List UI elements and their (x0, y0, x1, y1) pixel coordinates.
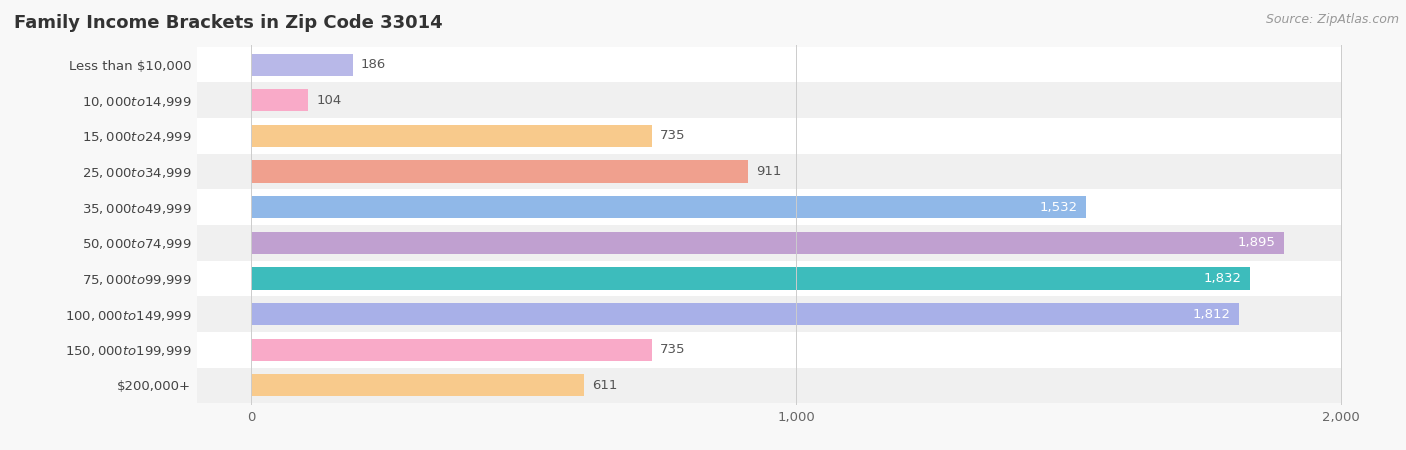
Bar (252, 303, 1239, 325)
Bar (197, 368, 1341, 403)
Text: 186: 186 (361, 58, 387, 71)
Text: 1,895: 1,895 (1239, 236, 1275, 249)
Bar (252, 89, 308, 111)
Text: 735: 735 (659, 343, 686, 356)
Bar (197, 47, 1341, 82)
Bar (197, 296, 1341, 332)
Text: 735: 735 (659, 130, 686, 142)
Text: 1,532: 1,532 (1040, 201, 1078, 214)
Bar (252, 374, 585, 396)
Text: 911: 911 (756, 165, 782, 178)
Bar (197, 189, 1341, 225)
Bar (252, 196, 1087, 218)
Bar (197, 261, 1341, 296)
Text: Family Income Brackets in Zip Code 33014: Family Income Brackets in Zip Code 33014 (14, 14, 443, 32)
Bar (252, 339, 652, 361)
Bar (252, 125, 652, 147)
Bar (197, 154, 1341, 189)
Bar (252, 232, 1284, 254)
Bar (197, 225, 1341, 261)
Text: 1,812: 1,812 (1192, 308, 1230, 320)
Text: Source: ZipAtlas.com: Source: ZipAtlas.com (1265, 14, 1399, 27)
Bar (252, 161, 748, 183)
Text: 1,832: 1,832 (1204, 272, 1241, 285)
Bar (197, 332, 1341, 368)
Bar (197, 118, 1341, 154)
Text: 611: 611 (592, 379, 617, 392)
Bar (252, 54, 353, 76)
Bar (252, 267, 1250, 289)
Text: 104: 104 (316, 94, 342, 107)
Bar (197, 82, 1341, 118)
